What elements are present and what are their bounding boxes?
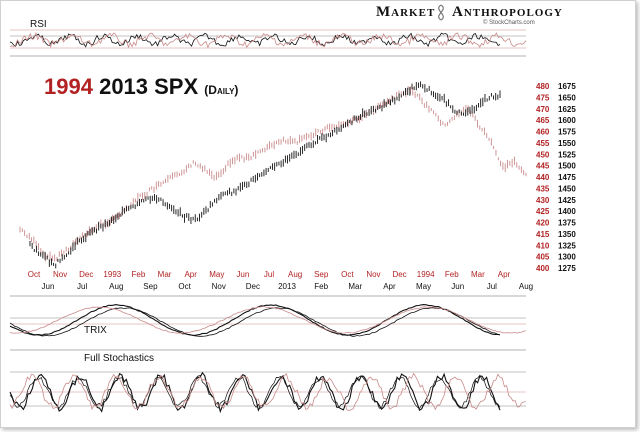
x-tick-2013: Jul xyxy=(487,282,497,291)
x-tick-1994: 1994 xyxy=(417,270,435,279)
rsi-label: RSI xyxy=(30,19,47,30)
y-tick-1994: 410 xyxy=(536,241,550,250)
y-tick-1994: 445 xyxy=(536,162,550,171)
stoch-k-2013 xyxy=(9,371,501,414)
y-tick-2013: 1650 xyxy=(558,93,576,102)
y-tick-2013: 1625 xyxy=(558,105,576,114)
x-tick-2013: Feb xyxy=(314,282,328,291)
stoch-k-1994 xyxy=(9,372,527,412)
x-tick-1994: Jul xyxy=(264,270,274,279)
y-tick-1994: 480 xyxy=(536,82,550,91)
title-frequency: (Daily) xyxy=(204,83,239,97)
x-tick-1994: Dec xyxy=(79,270,93,279)
x-tick-2013: 2013 xyxy=(278,282,296,291)
x-tick-2013: Aug xyxy=(519,282,533,291)
brand-right: Anthropology xyxy=(452,4,563,20)
x-tick-1994: Apr xyxy=(498,270,511,279)
rsi-line-2013 xyxy=(9,32,501,48)
y-tick-2013: 1575 xyxy=(558,128,576,137)
x-tick-2013: May xyxy=(416,282,431,291)
x-tick-1994: Feb xyxy=(445,270,459,279)
y-tick-1994: 455 xyxy=(536,139,550,148)
x-tick-1994: May xyxy=(209,270,224,279)
trix-line-1994 xyxy=(9,306,527,334)
y-tick-1994: 415 xyxy=(536,230,550,239)
brand-left: Market xyxy=(376,4,436,20)
y-tick-1994: 425 xyxy=(536,207,550,216)
y-tick-2013: 1525 xyxy=(558,150,576,159)
y-tick-1994: 460 xyxy=(536,128,550,137)
x-tick-1994: 1993 xyxy=(103,270,121,279)
x-tick-2013: Dec xyxy=(246,282,260,291)
title-1994: 1994 xyxy=(44,74,93,99)
y-tick-2013: 1275 xyxy=(558,264,576,273)
y-tick-1994: 430 xyxy=(536,196,550,205)
y-tick-2013: 1675 xyxy=(558,82,576,91)
x-tick-1994: Nov xyxy=(366,270,380,279)
stoch-d-2013 xyxy=(9,374,501,409)
x-tick-1994: Jun xyxy=(236,270,249,279)
rsi-line-1994 xyxy=(9,31,527,49)
x-tick-2013: Jun xyxy=(451,282,464,291)
y-tick-1994: 435 xyxy=(536,184,550,193)
y-tick-1994: 450 xyxy=(536,150,550,159)
x-tick-2013: Oct xyxy=(178,282,191,291)
stoch-label: Full Stochastics xyxy=(84,353,155,364)
y-tick-2013: 1325 xyxy=(558,241,576,250)
source-credit: © StockCharts.com xyxy=(483,20,535,26)
chart-title: 1994 2013 SPX (Daily) xyxy=(44,74,238,100)
trix-label: TRIX xyxy=(84,325,107,336)
y-tick-1994: 420 xyxy=(536,219,550,228)
y-tick-2013: 1350 xyxy=(558,230,576,239)
y-tick-2013: 1425 xyxy=(558,196,576,205)
x-tick-1994: Mar xyxy=(471,270,485,279)
y-tick-2013: 1475 xyxy=(558,173,576,182)
x-tick-2013: Jun xyxy=(42,282,55,291)
y-tick-1994: 440 xyxy=(536,173,550,182)
trix-signal-2013 xyxy=(9,307,501,337)
y-tick-2013: 1400 xyxy=(558,207,576,216)
y-tick-2013: 1300 xyxy=(558,253,576,262)
x-tick-1994: Nov xyxy=(53,270,67,279)
title-2013: 2013 SPX xyxy=(99,74,199,99)
x-tick-2013: Aug xyxy=(109,282,123,291)
y-tick-2013: 1550 xyxy=(558,139,576,148)
y-tick-1994: 405 xyxy=(536,253,550,262)
x-tick-2013: Apr xyxy=(383,282,396,291)
x-tick-1994: Oct xyxy=(28,270,41,279)
series-2013 xyxy=(29,81,501,269)
x-tick-1994: Mar xyxy=(158,270,172,279)
x-tick-1994: Sep xyxy=(314,270,329,279)
y-tick-2013: 1500 xyxy=(558,162,576,171)
y-tick-1994: 475 xyxy=(536,93,550,102)
y-tick-1994: 465 xyxy=(536,116,550,125)
x-tick-2013: Mar xyxy=(348,282,362,291)
y-tick-2013: 1600 xyxy=(558,116,576,125)
x-tick-1994: Feb xyxy=(132,270,146,279)
x-tick-2013: Jul xyxy=(77,282,87,291)
y-tick-2013: 1450 xyxy=(558,184,576,193)
x-tick-1994: Oct xyxy=(341,270,354,279)
x-tick-1994: Apr xyxy=(184,270,197,279)
x-tick-2013: Nov xyxy=(212,282,226,291)
series-1994 xyxy=(19,85,527,262)
x-tick-1994: Aug xyxy=(288,270,302,279)
x-tick-2013: Sep xyxy=(143,282,158,291)
y-tick-1994: 470 xyxy=(536,105,550,114)
y-tick-2013: 1375 xyxy=(558,219,576,228)
x-tick-1994: Dec xyxy=(392,270,406,279)
y-tick-1994: 400 xyxy=(536,264,550,273)
